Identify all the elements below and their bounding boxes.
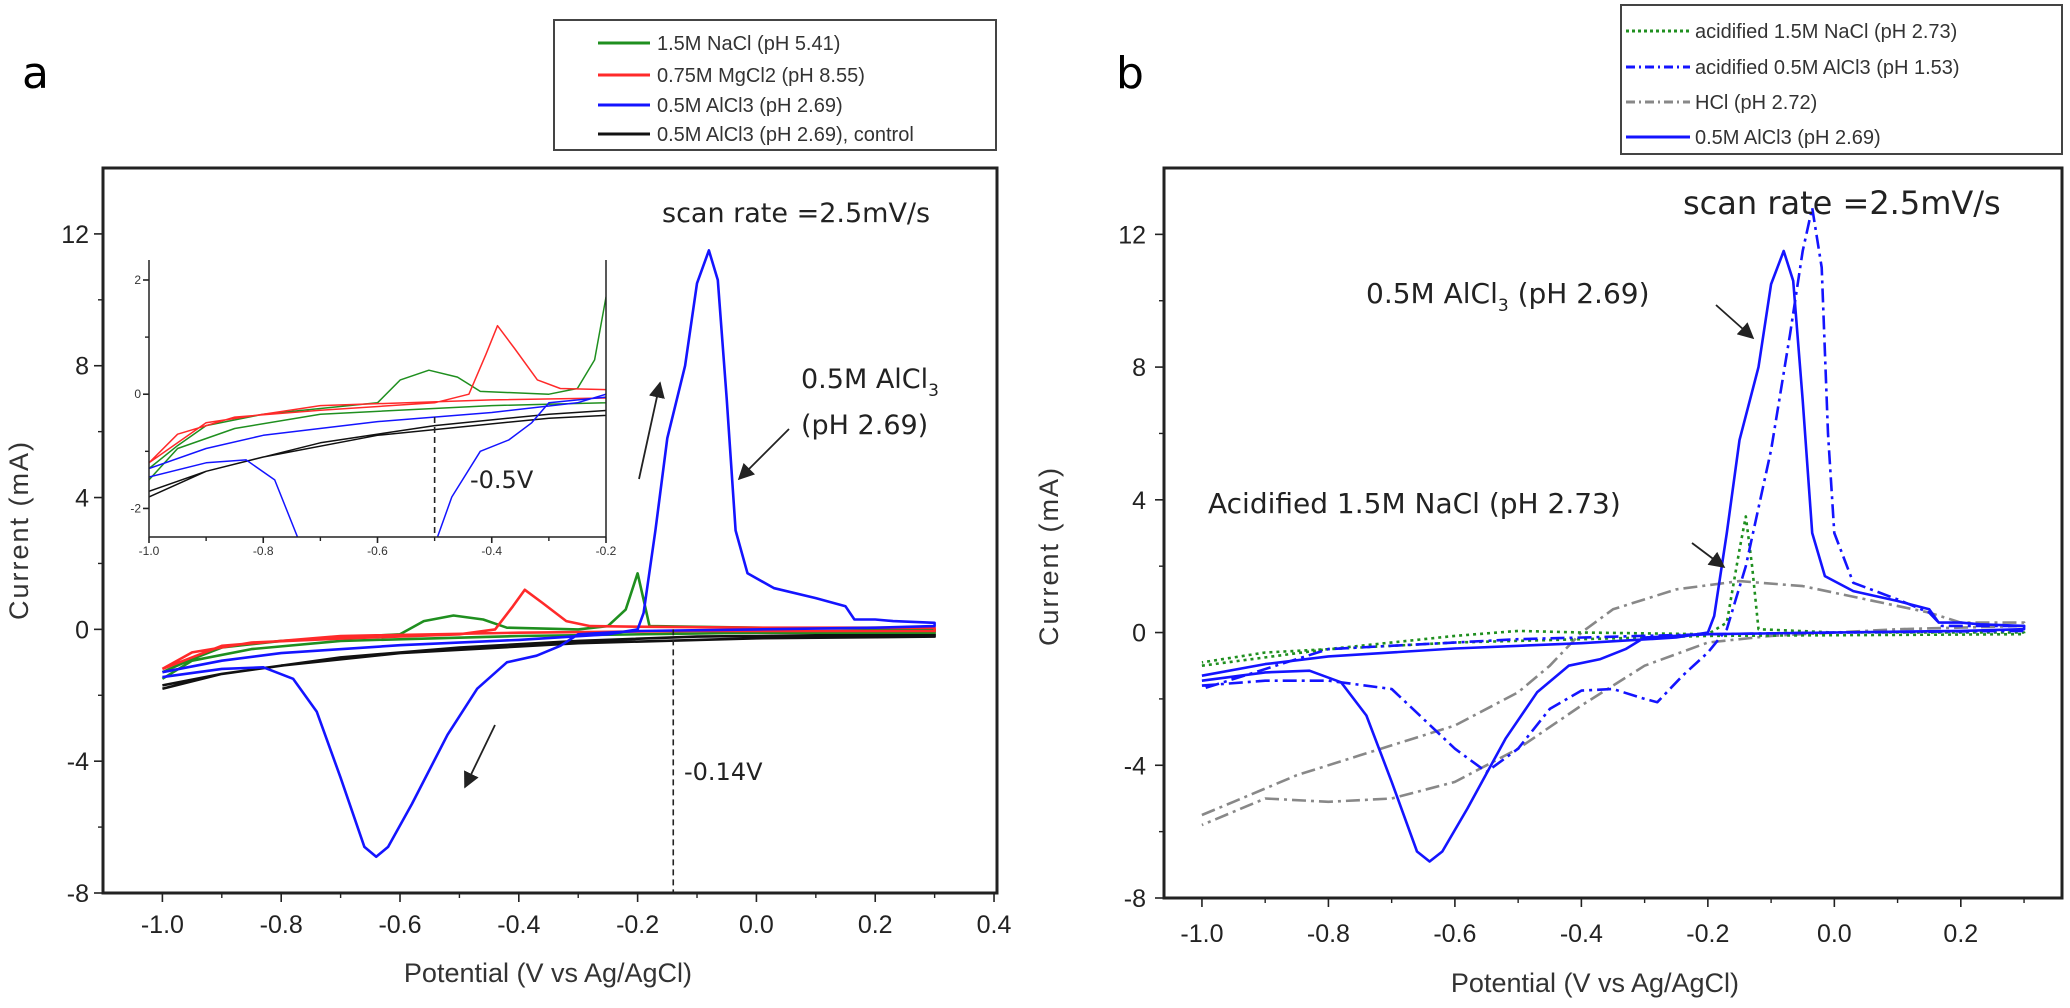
chart-a: -1.0 -0.8 -0.6 -0.4 -0.2 0.0 0.2 0.4 12 8 4 0 -4 -8	[61, 166, 1012, 939]
y-tick-label: 0	[134, 387, 141, 401]
x-tick-label: -0.4	[497, 911, 540, 939]
legend-item: 1.5M NaCl (pH 5.41)	[598, 33, 840, 55]
panel-label-b: b	[1116, 48, 1144, 99]
y-tick-label: -4	[1124, 752, 1146, 780]
x-tick-label: 0.4	[977, 911, 1012, 939]
series-line-0-5m-alcl3-ph-2-69-	[1201, 249, 2026, 863]
series-line-0-5m-alcl3-ph-2-69-	[162, 249, 936, 859]
alcl3-pointer-arrow-a	[737, 428, 790, 481]
legend-a: 1.5M NaCl (pH 5.41) 0.75M MgCl2 (pH 8.55)…	[553, 19, 997, 151]
legend-label: acidified 1.5M NaCl (pH 2.73)	[1695, 21, 1957, 43]
alcl3-ph-annotation-a: (pH 2.69)	[801, 410, 928, 441]
x-tick-label: -0.6	[367, 544, 388, 558]
potential-marker-label-a: -0.14V	[684, 758, 763, 786]
legend-item: 0.5M AlCl3 (pH 2.69)	[598, 95, 843, 117]
nacl-pointer-arrow-b	[1691, 542, 1726, 568]
x-tick-label: -0.8	[1307, 920, 1350, 948]
y-tick-label: 12	[61, 221, 89, 249]
series-line-acidified-0-5m-alcl3-ph-1-53-	[1201, 206, 2026, 774]
plot-frame	[1162, 166, 2064, 900]
x-tick-label: -0.4	[1560, 920, 1603, 948]
legend-label: HCl (pH 2.72)	[1695, 92, 1817, 114]
series-line-acidified-1-5m-nacl-ph-2-73-	[1201, 515, 2026, 667]
legend-label: acidified 0.5M AlCl3 (pH 1.53)	[1695, 57, 1960, 79]
alcl3-annotation-a-text: 0.5M AlCl	[801, 364, 928, 395]
legend-b: acidified 1.5M NaCl (pH 2.73) acidified 0…	[1620, 4, 2063, 155]
x-axis-label-a: Potential (V vs Ag/AgCl)	[404, 958, 692, 988]
alcl3-annotation-b: 0.5M AlCl3 (pH 2.69)	[1366, 277, 1650, 316]
y-tick-label: -2	[130, 501, 141, 515]
panel-label-a: a	[22, 48, 49, 99]
series-line-0-75m-mgcl2-ph-8-55-	[149, 324, 606, 464]
y-tick-label: 12	[1118, 221, 1146, 249]
alcl3-annotation-a: 0.5M AlCl3	[801, 364, 939, 401]
nacl-annotation-b: Acidified 1.5M NaCl (pH 2.73)	[1208, 487, 1621, 520]
x-tick-label: -0.2	[616, 911, 659, 939]
x-tick-label: -0.8	[260, 911, 303, 939]
x-tick-label: -0.2	[1686, 920, 1729, 948]
legend-label: 0.5M AlCl3 (pH 2.69)	[1695, 127, 1881, 149]
legend-item: 0.5M AlCl3 (pH 2.69)	[1626, 127, 1881, 149]
plot-frame	[101, 166, 999, 895]
inset-potential-marker-label: -0.5V	[470, 466, 534, 494]
x-tick-label: 0.0	[1817, 920, 1852, 948]
y-tick-label: 4	[75, 485, 89, 513]
legend-item: acidified 0.5M AlCl3 (pH 1.53)	[1626, 57, 1960, 79]
series-line-hcl-ph-2-72-	[1201, 579, 2026, 827]
y-tick-label: -8	[67, 880, 89, 908]
y-tick-label: 4	[1132, 487, 1146, 515]
sweep-direction-arrow-down	[464, 724, 496, 789]
chart-b: -1.0 -0.8 -0.6 -0.4 -0.2 0.0 0.2 12 8 4 0 -4 -8	[1118, 166, 2064, 948]
y-tick-label: 8	[75, 353, 89, 381]
x-tick-label: 0.2	[858, 911, 893, 939]
x-tick-label: -0.2	[596, 544, 617, 558]
x-tick-label: 0.0	[739, 911, 774, 939]
y-tick-label: -8	[1124, 885, 1146, 913]
x-tick-label: -1.0	[1180, 920, 1223, 948]
chart-a-inset: -1.0 -0.8 -0.6 -0.4 -0.2 2 0 -2	[130, 260, 617, 558]
x-tick-label: -1.0	[139, 544, 160, 558]
x-tick-label: -0.6	[378, 911, 421, 939]
scan-rate-annotation-b: scan rate =2.5mV/s	[1683, 184, 2001, 222]
y-tick-label: 0	[75, 616, 89, 644]
series-line-1-5m-nacl-ph-5-41-	[161, 572, 936, 680]
sweep-direction-arrow-up	[638, 381, 665, 480]
x-tick-label: 0.2	[1943, 920, 1978, 948]
alcl3-annotation-b-subscript: 3	[1498, 296, 1509, 316]
y-tick-label: 8	[1132, 354, 1146, 382]
y-axis-label-b: Current (mA)	[1034, 466, 1064, 646]
y-tick-label: 2	[134, 273, 141, 287]
legend-b-box	[1620, 4, 2063, 155]
alcl3-annotation-b-ph: (pH 2.69)	[1509, 277, 1650, 310]
alcl3-pointer-arrow-b	[1715, 304, 1755, 340]
x-tick-label: -0.8	[253, 544, 274, 558]
legend-item: HCl (pH 2.72)	[1626, 92, 1817, 114]
series-line-0-5m-alcl3-ph-2-69-control	[162, 633, 936, 690]
y-tick-label: 0	[1132, 620, 1146, 648]
legend-label: 0.75M MgCl2 (pH 8.55)	[657, 65, 865, 87]
legend-item: acidified 1.5M NaCl (pH 2.73)	[1626, 21, 1957, 43]
x-axis-label-b: Potential (V vs Ag/AgCl)	[1451, 968, 1739, 998]
legend-label: 0.5M AlCl3 (pH 2.69), control	[657, 124, 914, 146]
legend-item: 0.5M AlCl3 (pH 2.69), control	[598, 124, 914, 146]
series-line-0-75m-mgcl2-ph-8-55-	[161, 588, 936, 671]
legend-item: 0.75M MgCl2 (pH 8.55)	[598, 65, 865, 87]
legend-label: 1.5M NaCl (pH 5.41)	[657, 33, 840, 55]
alcl3-annotation-a-subscript: 3	[928, 381, 939, 401]
x-tick-label: -1.0	[141, 911, 184, 939]
legend-label: 0.5M AlCl3 (pH 2.69)	[657, 95, 843, 117]
series-line-0-5m-alcl3-ph-2-69-control	[149, 409, 606, 498]
x-tick-label: -0.6	[1433, 920, 1476, 948]
scan-rate-annotation-a: scan rate =2.5mV/s	[662, 198, 930, 229]
y-tick-label: -4	[67, 748, 89, 776]
y-axis-label-a: Current (mA)	[4, 440, 34, 620]
x-tick-label: -0.4	[481, 544, 502, 558]
alcl3-annotation-b-text: 0.5M AlCl	[1366, 277, 1498, 310]
